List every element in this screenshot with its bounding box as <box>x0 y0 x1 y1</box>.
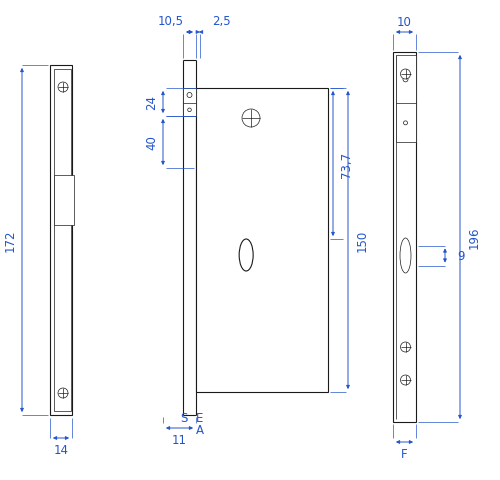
Circle shape <box>400 342 410 352</box>
Bar <box>54 70 71 411</box>
Circle shape <box>187 93 192 98</box>
Text: S: S <box>180 412 188 425</box>
Ellipse shape <box>400 239 411 274</box>
Text: 14: 14 <box>54 444 68 456</box>
Text: 10,5: 10,5 <box>158 15 184 28</box>
Text: 2,5: 2,5 <box>212 15 231 28</box>
Circle shape <box>404 121 407 126</box>
Text: 9: 9 <box>457 250 464 263</box>
Circle shape <box>58 388 68 398</box>
Text: 73,7: 73,7 <box>340 151 352 177</box>
Circle shape <box>400 70 410 80</box>
Circle shape <box>58 83 68 93</box>
Circle shape <box>242 110 260 128</box>
Ellipse shape <box>239 240 253 271</box>
Text: 40: 40 <box>146 135 158 150</box>
Text: 172: 172 <box>4 229 16 252</box>
Text: 150: 150 <box>356 229 368 252</box>
Bar <box>196 89 328 392</box>
Text: 196: 196 <box>468 226 480 249</box>
Text: A: A <box>196 424 204 437</box>
Circle shape <box>400 375 410 385</box>
Text: 10: 10 <box>397 15 412 28</box>
Text: 11: 11 <box>172 433 187 446</box>
Bar <box>183 89 196 117</box>
Text: E: E <box>196 412 203 425</box>
Bar <box>54 176 74 226</box>
Bar <box>50 66 72 415</box>
Bar <box>393 53 416 422</box>
Text: 24: 24 <box>146 96 158 110</box>
Circle shape <box>403 78 408 83</box>
Bar <box>396 56 416 143</box>
Circle shape <box>188 109 192 112</box>
Text: F: F <box>401 447 408 460</box>
